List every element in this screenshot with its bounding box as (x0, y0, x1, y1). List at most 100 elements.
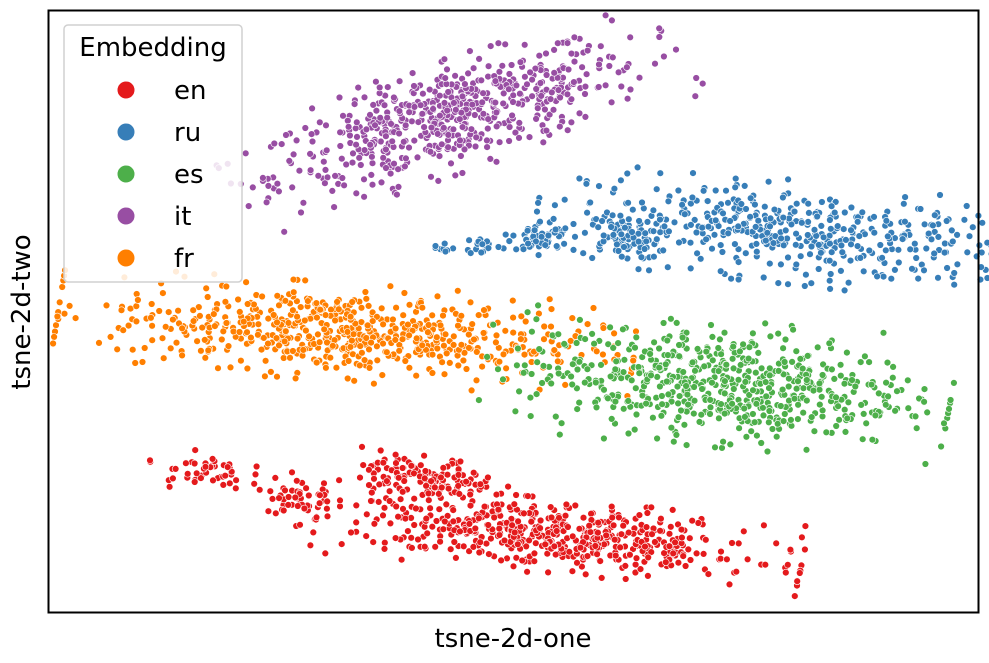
point-ru (534, 251, 543, 259)
point-es (728, 355, 737, 363)
point-fr (367, 338, 375, 347)
point-en (579, 513, 588, 522)
point-ru (532, 237, 540, 246)
point-es (675, 352, 683, 360)
point-en (761, 560, 769, 569)
point-ru (784, 280, 792, 288)
point-en (551, 550, 560, 559)
point-it (509, 91, 517, 100)
point-ru (711, 186, 720, 195)
point-es (573, 405, 581, 413)
point-ru (922, 244, 930, 253)
point-es (861, 352, 869, 360)
point-ru (583, 209, 591, 217)
point-es (670, 438, 678, 446)
point-it (575, 109, 584, 118)
point-ru (431, 242, 440, 250)
point-ru (906, 245, 914, 254)
point-es (499, 375, 507, 384)
point-es (539, 362, 548, 370)
point-ru (920, 220, 929, 229)
point-es (649, 414, 657, 422)
point-en (679, 552, 687, 560)
point-es (875, 389, 883, 398)
point-ru (674, 186, 683, 195)
point-fr (129, 346, 137, 354)
point-it (382, 132, 390, 140)
point-it (608, 16, 616, 25)
point-es (871, 411, 880, 420)
point-ru (891, 266, 899, 274)
point-it (581, 90, 589, 98)
point-it (410, 136, 418, 145)
point-fr (479, 329, 488, 337)
point-it (380, 101, 389, 109)
point-it (335, 93, 344, 102)
point-ru (934, 274, 942, 282)
point-it (626, 33, 634, 41)
point-es (879, 329, 888, 337)
point-en (573, 559, 581, 567)
point-fr (322, 364, 330, 372)
point-fr (561, 381, 569, 389)
point-fr (362, 334, 370, 342)
point-it (371, 121, 379, 129)
point-it (368, 181, 377, 189)
point-en (791, 592, 799, 600)
point-ru (856, 254, 865, 262)
point-it (594, 83, 603, 91)
point-it (542, 49, 550, 58)
point-en (421, 542, 429, 551)
point-it (414, 118, 423, 126)
point-en (509, 562, 518, 570)
point-en (323, 497, 331, 506)
point-it (395, 77, 404, 85)
point-ru (983, 274, 989, 282)
point-es (940, 419, 948, 427)
point-en (398, 464, 407, 472)
point-ru (882, 217, 891, 225)
point-it (413, 153, 422, 162)
point-it (507, 61, 516, 69)
point-ru (777, 234, 785, 243)
point-es (752, 369, 760, 377)
point-it (321, 166, 330, 174)
point-it (582, 70, 591, 78)
point-es (749, 329, 757, 337)
point-en (571, 501, 579, 510)
point-ru (731, 174, 740, 183)
point-ru (541, 241, 549, 249)
point-ru (731, 183, 739, 192)
point-es (573, 365, 582, 374)
point-en (359, 461, 367, 469)
point-ru (656, 169, 664, 177)
point-it (426, 85, 434, 94)
point-fr (478, 362, 486, 371)
point-it (394, 183, 403, 191)
legend-marker-en (116, 80, 136, 100)
point-fr (124, 321, 133, 330)
point-en (575, 525, 584, 533)
point-en (281, 486, 289, 495)
point-fr (438, 358, 446, 366)
point-fr (286, 354, 294, 362)
point-es (766, 364, 774, 372)
point-ru (805, 209, 813, 217)
point-es (547, 379, 555, 388)
point-ru (549, 215, 558, 223)
point-it (449, 125, 458, 134)
point-en (644, 572, 652, 580)
point-en (728, 539, 736, 547)
point-fr (610, 329, 618, 338)
point-es (937, 442, 945, 451)
point-ru (826, 285, 834, 293)
legend-marker-ru (116, 122, 136, 142)
point-it (458, 92, 467, 101)
point-es (606, 372, 615, 381)
point-ru (552, 242, 561, 250)
point-it (521, 73, 529, 81)
point-en (250, 480, 258, 488)
point-fr (189, 306, 197, 314)
point-fr (119, 326, 127, 334)
point-en (410, 469, 418, 478)
